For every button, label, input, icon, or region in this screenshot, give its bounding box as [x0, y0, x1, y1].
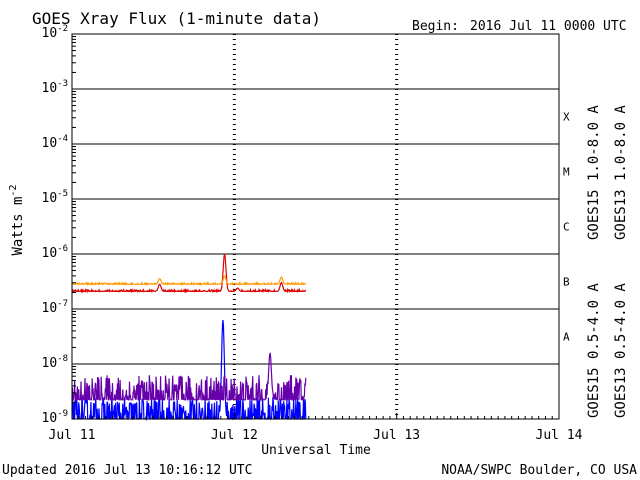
y-tick-label: 10-8	[42, 354, 69, 371]
y-tick-label: 10-3	[42, 79, 69, 96]
legend-goes13-long: GOES13 1.0-8.0 A	[613, 105, 629, 240]
y-tick-label: 10-5	[42, 189, 69, 206]
legend-goes15-short: GOES15 0.5-4.0 A	[586, 283, 602, 418]
begin-value: 2016 Jul 11 0000 UTC	[470, 19, 627, 34]
y-tick-label: 10-2	[42, 24, 69, 41]
x-tick-label: Jul 11	[49, 428, 96, 443]
legend-goes15-long: GOES15 1.0-8.0 A	[586, 105, 602, 240]
flare-class-label: M	[563, 166, 570, 179]
y-axis-title: Watts m-2	[8, 184, 26, 255]
y-tick-label: 10-6	[42, 244, 69, 261]
chart-title: GOES Xray Flux (1-minute data)	[32, 9, 321, 28]
flare-class-label: B	[563, 276, 570, 289]
x-tick-label: Jul 13	[373, 428, 420, 443]
legend-goes13-short: GOES13 0.5-4.0 A	[613, 283, 629, 418]
series-line-3	[71, 352, 307, 403]
x-tick-label: Jul 14	[536, 428, 583, 443]
series-line-0	[71, 253, 307, 294]
x-axis-title: Universal Time	[261, 443, 371, 458]
data-source: NOAA/SWPC Boulder, CO USA	[441, 463, 637, 478]
y-tick-label: 10-4	[42, 134, 69, 151]
flare-class-label: X	[563, 111, 570, 124]
series-line-1	[71, 275, 307, 287]
y-tick-label: 10-7	[42, 299, 69, 316]
x-tick-label: Jul 12	[211, 428, 258, 443]
axis-layer: 10-9 10-8 10-7 10-6 10-5 10-4 10-3 10-2 Jul 11 Ju…	[42, 24, 583, 443]
begin-label: Begin:	[412, 19, 459, 34]
y-tick-label: 10-9	[42, 409, 69, 426]
flare-class-label: A	[563, 331, 570, 344]
flare-class-label: C	[563, 221, 570, 234]
updated-timestamp: Updated 2016 Jul 13 10:16:12 UTC	[2, 463, 252, 478]
